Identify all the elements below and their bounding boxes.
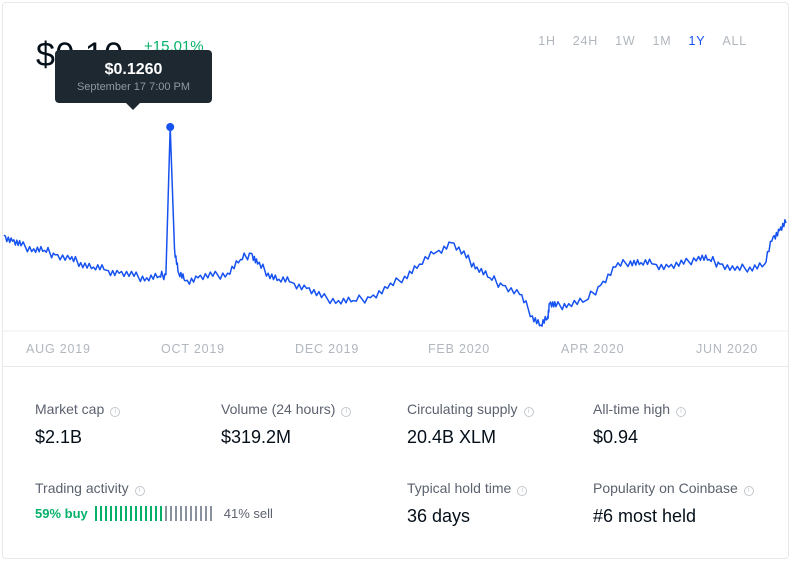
x-tick-label: JUN 2020 — [696, 342, 758, 356]
price-line — [3, 126, 787, 327]
trading-activity-meter: 59% buy 41% sell — [35, 506, 273, 521]
range-1w[interactable]: 1W — [615, 34, 636, 48]
sell-tick — [179, 506, 182, 521]
stat-label: Typical hold time — [407, 480, 512, 496]
stat-label: All-time high — [593, 401, 671, 417]
sell-tick — [204, 506, 207, 521]
info-icon[interactable]: i — [134, 486, 145, 496]
x-tick-label: AUG 2019 — [26, 342, 91, 356]
buy-tick — [144, 506, 147, 521]
x-tick-label: DEC 2019 — [295, 342, 360, 356]
info-icon[interactable]: i — [523, 407, 534, 417]
x-tick-label: APR 2020 — [561, 342, 625, 356]
sell-tick — [174, 506, 177, 521]
highlight-point[interactable] — [166, 123, 175, 131]
stat-market-cap: Market cap i $2.1B — [35, 401, 121, 448]
activity-bars — [94, 506, 215, 521]
stat-value: $0.94 — [593, 427, 639, 447]
x-tick-label: FEB 2020 — [428, 342, 490, 356]
buy-tick — [114, 506, 117, 521]
stat-trading-activity: Trading activity i — [35, 480, 145, 496]
stat-value: $319.2M — [221, 427, 292, 447]
buy-tick — [159, 506, 162, 521]
buy-tick — [109, 506, 112, 521]
info-icon[interactable]: i — [341, 407, 352, 417]
sell-tick — [169, 506, 172, 521]
stat-label: Popularity on Coinbase — [593, 480, 738, 496]
stat-label: Circulating supply — [407, 401, 518, 417]
stat-value: $2.1B — [35, 427, 83, 447]
stat-popularity: Popularity on Coinbase i #6 most held — [593, 480, 754, 527]
buy-tick — [139, 506, 142, 521]
buy-tick — [94, 506, 97, 521]
range-all[interactable]: ALL — [722, 34, 747, 48]
tooltip-price: $0.1260 — [104, 61, 163, 78]
time-range-selector: 1H 24H 1W 1M 1Y ALL — [521, 34, 747, 48]
info-icon[interactable]: i — [743, 486, 754, 496]
buy-tick — [149, 506, 152, 521]
x-tick-label: OCT 2019 — [161, 342, 225, 356]
stat-hold-time: Typical hold time i 36 days — [407, 480, 528, 527]
stat-value: 36 days — [407, 506, 471, 526]
sell-tick — [164, 506, 167, 521]
sell-tick — [189, 506, 192, 521]
stat-label: Volume (24 hours) — [221, 401, 336, 417]
info-icon[interactable]: i — [110, 407, 121, 417]
tooltip-date: September 17 7:00 PM — [76, 81, 191, 93]
sell-tick — [184, 506, 187, 521]
range-1h[interactable]: 1H — [538, 34, 556, 48]
stat-circulating-supply: Circulating supply i 20.4B XLM — [407, 401, 534, 448]
stat-volume: Volume (24 hours) i $319.2M — [221, 401, 352, 448]
info-icon[interactable]: i — [517, 486, 528, 496]
info-icon[interactable]: i — [676, 407, 687, 417]
stat-label: Trading activity — [35, 480, 129, 496]
range-24h[interactable]: 24H — [572, 34, 599, 48]
buy-tick — [134, 506, 137, 521]
sell-percent: 41% sell — [223, 506, 273, 521]
stat-label: Market cap — [35, 401, 105, 417]
sell-tick — [209, 506, 212, 521]
buy-tick — [99, 506, 102, 521]
range-1m[interactable]: 1M — [652, 34, 672, 48]
sell-tick — [194, 506, 197, 521]
sell-tick — [199, 506, 202, 521]
buy-tick — [129, 506, 132, 521]
buy-tick — [119, 506, 122, 521]
x-axis-labels: AUG 2019 OCT 2019 DEC 2019 FEB 2020 APR … — [0, 342, 791, 358]
section-divider — [3, 366, 788, 367]
buy-tick — [124, 506, 127, 521]
stat-all-time-high: All-time high i $0.94 — [593, 401, 687, 448]
price-tooltip: $0.1260 September 17 7:00 PM — [55, 50, 212, 110]
range-1y[interactable]: 1Y — [688, 34, 706, 48]
price-chart[interactable] — [0, 0, 791, 340]
stat-value: 20.4B XLM — [407, 427, 497, 447]
stat-value: #6 most held — [593, 506, 697, 526]
buy-tick — [104, 506, 107, 521]
buy-percent: 59% buy — [35, 506, 88, 521]
buy-tick — [154, 506, 157, 521]
